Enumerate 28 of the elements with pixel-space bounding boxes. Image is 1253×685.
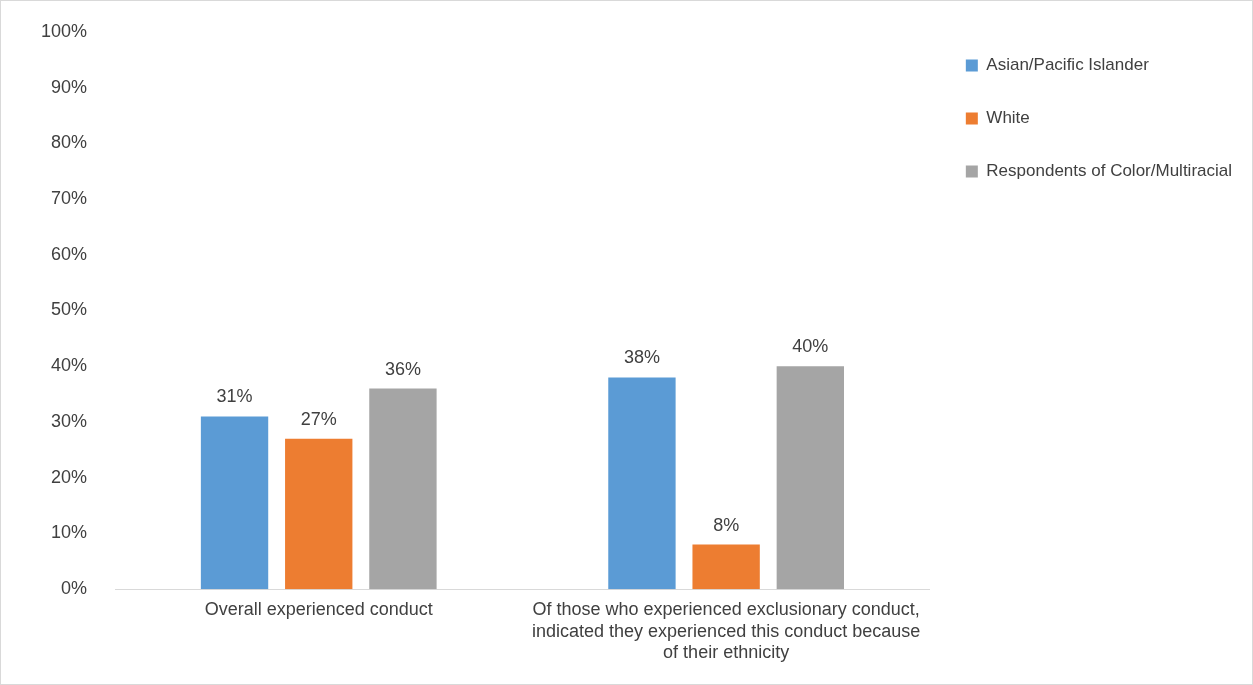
bar	[608, 377, 676, 590]
bar	[369, 388, 437, 590]
y-tick-label: 70%	[51, 187, 88, 208]
data-label: 38%	[623, 347, 660, 368]
x-tick-label: Overall experienced conduct	[204, 598, 433, 619]
data-label: 27%	[300, 408, 337, 429]
y-tick-label: 60%	[51, 243, 88, 264]
bar	[200, 416, 269, 590]
y-tick-label: 80%	[51, 132, 88, 153]
y-tick-label: 90%	[51, 76, 88, 97]
x-tick-label: Of those who experienced exclusionary conduct, indicated they experienced this conduct because of their ethnicity	[532, 598, 921, 663]
y-tick-label: 0%	[61, 578, 88, 599]
data-label: 40%	[792, 336, 829, 357]
data-label: 36%	[384, 358, 421, 379]
bar	[692, 544, 760, 590]
y-tick-label: 100%	[40, 20, 88, 41]
data-label: 8%	[713, 514, 740, 535]
y-tick-label: 40%	[51, 355, 88, 376]
y-tick-label: 10%	[51, 522, 88, 543]
bar	[776, 366, 845, 590]
y-tick-label: 50%	[51, 299, 88, 320]
legend-label: Respondents of Color/Multiracial	[986, 161, 1232, 181]
data-label: 31%	[216, 386, 253, 407]
y-tick-label: 30%	[51, 410, 88, 431]
legend-label: Asian/Pacific Islander	[986, 55, 1150, 75]
bar	[285, 438, 353, 590]
legend-label: White	[986, 108, 1030, 128]
y-tick-label: 20%	[51, 466, 88, 487]
